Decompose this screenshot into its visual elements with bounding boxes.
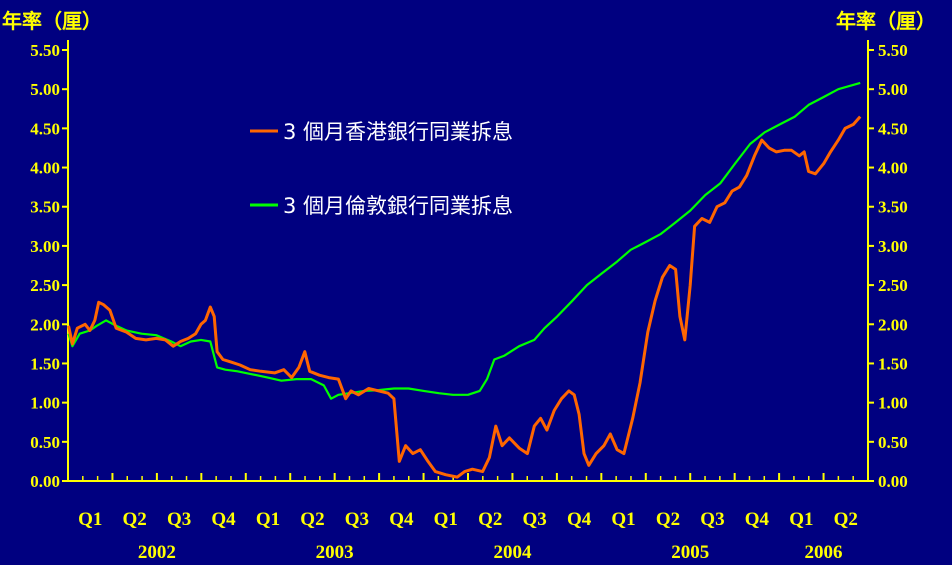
axes-group: 0.00 0.00 0.50 0.50 1.00 1.00 1.50 1.50 2.00 2.00…: [30, 40, 908, 563]
y-tick-label-left: 3.00: [30, 237, 60, 256]
x-quarter-label: Q1: [256, 509, 280, 530]
y-tick-label-right: 0.00: [878, 472, 908, 491]
y-unit-label-left: 年率（厘）: [2, 9, 102, 33]
y-tick-label-right: 5.00: [878, 80, 908, 99]
x-quarter-label: Q3: [345, 509, 369, 530]
legend-label-london: 3 個月倫敦銀行同業拆息: [283, 194, 513, 218]
y-tick-label-left: 2.00: [30, 315, 60, 334]
y-tick-label-left: 2.50: [30, 276, 60, 295]
x-quarter-label: Q1: [611, 509, 635, 530]
y-tick-label-left: 0.50: [30, 433, 60, 452]
y-unit-label-right: 年率（厘）: [836, 9, 936, 33]
y-tick-label-right: 4.00: [878, 159, 908, 178]
x-year-label: 2003: [316, 542, 354, 563]
y-tick-label-right: 4.50: [878, 119, 908, 138]
series-line: [67, 81, 861, 400]
series-line: [67, 115, 862, 479]
y-tick-label-left: 0.00: [30, 472, 60, 491]
y-tick-label-left: 1.50: [30, 354, 60, 373]
x-year-label: 2004: [493, 542, 532, 563]
x-year-label: 2005: [671, 542, 709, 563]
y-tick-label-right: 2.00: [878, 315, 908, 334]
y-tick-label-right: 0.50: [878, 433, 908, 452]
x-quarter-label: Q2: [478, 509, 502, 530]
x-quarter-label: Q2: [123, 509, 147, 530]
x-quarter-label: Q2: [300, 509, 324, 530]
y-tick-label-left: 5.50: [30, 41, 60, 60]
y-tick-label-left: 5.00: [30, 80, 60, 99]
x-quarter-label: Q3: [523, 509, 547, 530]
x-quarter-label: Q3: [700, 509, 724, 530]
x-year-label: 2006: [805, 542, 843, 563]
y-tick-label-right: 3.00: [878, 237, 908, 256]
y-tick-label-left: 4.50: [30, 119, 60, 138]
x-quarter-label: Q3: [167, 509, 191, 530]
x-quarter-label: Q2: [656, 509, 680, 530]
series-lines: [67, 81, 862, 479]
y-tick-label-right: 1.00: [878, 394, 908, 413]
x-quarter-label: Q4: [745, 509, 770, 530]
y-tick-label-left: 4.00: [30, 159, 60, 178]
x-quarter-label: Q1: [78, 509, 102, 530]
y-tick-label-right: 1.50: [878, 354, 908, 373]
legend-label-hk: 3 個月香港銀行同業拆息: [283, 120, 513, 144]
y-tick-label-right: 5.50: [878, 41, 908, 60]
y-tick-label-left: 3.50: [30, 198, 60, 217]
y-tick-label-right: 2.50: [878, 276, 908, 295]
y-tick-label-right: 3.50: [878, 198, 908, 217]
x-quarter-label: Q2: [834, 509, 858, 530]
x-quarter-label: Q1: [434, 509, 458, 530]
x-quarter-label: Q4: [211, 509, 236, 530]
y-tick-label-left: 1.00: [30, 394, 60, 413]
x-quarter-label: Q4: [389, 509, 414, 530]
legend: 3 個月香港銀行同業拆息 3 個月倫敦銀行同業拆息: [250, 120, 513, 218]
x-year-label: 2002: [138, 542, 176, 563]
x-quarter-label: Q1: [789, 509, 813, 530]
x-quarter-label: Q4: [567, 509, 592, 530]
